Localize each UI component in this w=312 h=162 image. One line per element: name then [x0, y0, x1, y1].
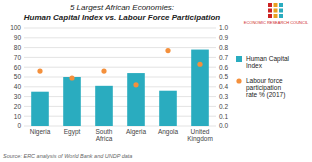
legend-label-line: Index — [246, 62, 263, 69]
title: 5 Largest African Economies: — [70, 3, 174, 12]
y2-tick-label: 0.3 — [219, 93, 228, 100]
y2-tick-label: 0.2 — [219, 103, 228, 110]
y-tick-label: 90 — [14, 34, 22, 41]
legend: Human CapitalIndex Labour forceparticipat… — [236, 55, 290, 99]
grid-line — [24, 86, 216, 87]
x-tick-label-line: South — [96, 128, 113, 135]
x-tick-label: Egypt — [64, 128, 81, 136]
grid — [24, 28, 216, 126]
x-tick-label: SouthAfrica — [96, 128, 113, 142]
legend-label-line: rate % (2017) — [246, 91, 285, 99]
y-tick-label: 80 — [14, 44, 22, 51]
y2-tick-label: 0.5 — [219, 73, 228, 80]
x-tick-label: Nigeria — [30, 128, 51, 136]
bar — [191, 50, 209, 126]
marks — [31, 48, 209, 126]
logo-square — [274, 3, 278, 7]
x-tick-label: Algeria — [126, 128, 147, 136]
grid-line — [24, 67, 216, 68]
dot — [133, 82, 138, 87]
grid-line — [24, 106, 216, 107]
source: Source: ERC analysis of World Bank and U… — [3, 153, 132, 159]
logo — [268, 3, 283, 18]
dot — [101, 69, 106, 74]
grid-line — [24, 28, 216, 29]
y-tick-label: 60 — [14, 64, 22, 71]
y-tick-label: 50 — [14, 73, 22, 80]
x-tick-label-line: Angola — [158, 128, 179, 136]
grid-line — [24, 57, 216, 58]
y-tick-label: 70 — [14, 54, 22, 61]
logo-square — [279, 14, 283, 18]
legend-label: Human CapitalIndex — [246, 55, 290, 69]
y2-tick-label: 0.9 — [219, 34, 228, 41]
grid-line — [24, 126, 216, 127]
dot — [165, 48, 170, 53]
y2-tick-label: 0.4 — [219, 83, 228, 90]
dot — [37, 69, 42, 74]
logo-square — [268, 3, 272, 7]
y-tick-label: 100 — [10, 24, 21, 31]
logo-square — [274, 14, 278, 18]
x-tick-label-line: Egypt — [64, 128, 81, 136]
y-tick-label: 0 — [17, 122, 21, 129]
x-tick-label: Angola — [158, 128, 179, 136]
y2-tick-label: 0.8 — [219, 44, 228, 51]
dot — [69, 75, 74, 80]
chart: 5 Largest African Economies:Human Capita… — [0, 0, 312, 162]
logo-caption: ECONOMIC RESEARCH COUNCIL — [244, 20, 309, 25]
grid-line — [24, 77, 216, 78]
y2-tick-label: 1.0 — [219, 24, 228, 31]
legend-swatch — [236, 78, 241, 83]
bar — [95, 86, 113, 126]
bar — [159, 91, 177, 126]
grid-line — [24, 47, 216, 48]
bar — [63, 77, 81, 126]
grid-line — [24, 96, 216, 97]
bar — [31, 92, 49, 126]
logo-square — [274, 9, 278, 13]
legend-swatch — [236, 56, 242, 62]
y2-tick-label: 0.6 — [219, 64, 228, 71]
x-tick-label-line: Africa — [96, 135, 113, 142]
bar — [127, 73, 145, 126]
legend-label-line: Labour force — [246, 77, 283, 84]
grid-line — [24, 37, 216, 38]
logo-square — [268, 9, 272, 13]
x-tick-label-line: United — [191, 128, 210, 135]
x-tick-label-line: Kingdom — [187, 135, 213, 143]
logo-square — [279, 3, 283, 7]
y-tick-label: 30 — [14, 93, 22, 100]
x-tick-label-line: Nigeria — [30, 128, 51, 136]
x-tick-label-line: Algeria — [126, 128, 147, 136]
y2-tick-label: 0.0 — [219, 122, 228, 129]
legend-label: Labour forceparticipationrate % (2017) — [246, 77, 285, 99]
y-tick-label: 20 — [14, 103, 22, 110]
subtitle: Human Capital Index vs. Labour Force Par… — [24, 13, 221, 22]
y2-tick-label: 0.1 — [219, 113, 228, 120]
logo-square — [268, 14, 272, 18]
y2-tick-label: 0.7 — [219, 54, 228, 61]
x-tick-label: UnitedKingdom — [187, 128, 213, 143]
logo-square — [279, 9, 283, 13]
dot — [197, 62, 202, 67]
grid-line — [24, 116, 216, 117]
y-tick-label: 10 — [14, 113, 22, 120]
y-tick-label: 40 — [14, 83, 22, 90]
